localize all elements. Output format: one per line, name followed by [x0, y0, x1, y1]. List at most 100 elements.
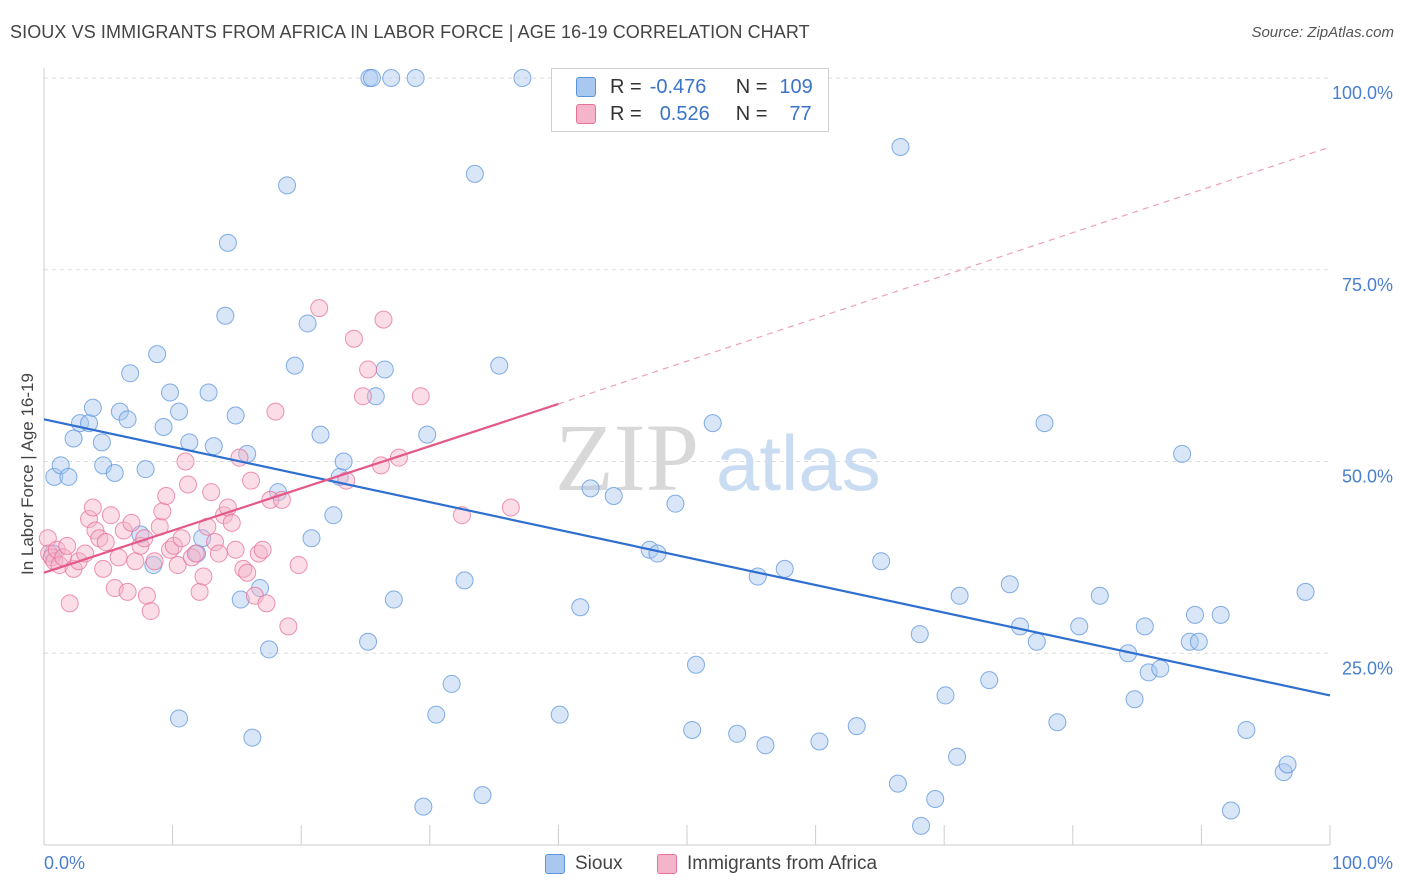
data-point: [571, 598, 590, 617]
data-point: [581, 479, 600, 498]
data-point: [209, 544, 228, 563]
data-point: [266, 402, 285, 421]
data-points: [38, 69, 1315, 835]
data-point: [1189, 632, 1208, 651]
data-point: [912, 816, 931, 835]
data-point: [728, 724, 747, 743]
data-point: [218, 233, 237, 252]
data-point: [501, 498, 520, 517]
data-point: [135, 529, 154, 548]
data-point: [168, 556, 187, 575]
y-tick-label: 75.0%: [1342, 275, 1393, 295]
data-point: [176, 452, 195, 471]
data-point: [242, 471, 261, 490]
data-point: [344, 329, 363, 348]
data-point: [231, 590, 250, 609]
data-point: [109, 548, 128, 567]
data-point: [226, 406, 245, 425]
data-point: [1027, 632, 1046, 651]
data-point: [279, 617, 298, 636]
r-label: R =: [610, 75, 642, 98]
data-point: [513, 69, 532, 87]
data-point: [980, 671, 999, 690]
data-point: [683, 720, 702, 739]
n-value: 77: [789, 102, 812, 125]
n-label: N =: [735, 75, 768, 98]
r-value: -0.476: [649, 75, 707, 98]
data-point: [1000, 575, 1019, 594]
data-point: [366, 387, 385, 406]
data-point: [1048, 713, 1067, 732]
data-point: [289, 556, 308, 575]
stats-swatch-africa: [576, 104, 596, 124]
data-point: [126, 552, 145, 571]
stats-swatch-sioux: [576, 77, 596, 97]
data-point: [442, 674, 461, 693]
data-point: [253, 540, 272, 559]
source-label: Source: ZipAtlas.com: [1251, 24, 1394, 41]
data-point: [302, 529, 321, 548]
data-point: [118, 582, 137, 601]
r-label: R =: [610, 102, 642, 125]
legend-label-africa: Immigrants from Africa: [687, 853, 878, 874]
r-value: 0.526: [659, 102, 710, 125]
data-point: [257, 594, 276, 613]
trend-line-africa: [43, 402, 559, 574]
data-point: [47, 540, 66, 559]
data-point: [298, 314, 317, 333]
data-point: [703, 414, 722, 433]
data-point: [204, 437, 223, 456]
y-tick-label: 100.0%: [1332, 83, 1393, 103]
data-point: [222, 513, 241, 532]
data-point: [950, 586, 969, 605]
x-tick-label: 0.0%: [44, 853, 85, 873]
data-point: [153, 502, 172, 521]
trend-line-africa-extension: [558, 146, 1331, 405]
data-point: [847, 717, 866, 736]
data-point: [285, 356, 304, 375]
legend-item-sioux[interactable]: Sioux: [545, 853, 623, 875]
legend: Sioux Immigrants from Africa: [0, 850, 1406, 880]
data-point: [687, 655, 706, 674]
data-point: [1070, 617, 1089, 636]
data-point: [105, 464, 124, 483]
data-point: [226, 540, 245, 559]
data-point: [362, 69, 381, 87]
data-point: [206, 533, 225, 552]
data-point: [926, 789, 945, 808]
data-point: [96, 533, 115, 552]
data-point: [891, 138, 910, 157]
data-point: [199, 383, 218, 402]
data-point: [80, 510, 99, 529]
data-point: [414, 797, 433, 816]
data-point: [550, 705, 569, 724]
stats-row-africa: R = 0.526 N = 77: [576, 101, 812, 127]
data-point: [83, 498, 102, 517]
data-point: [1139, 663, 1158, 682]
data-point: [94, 559, 113, 578]
data-point: [910, 625, 929, 644]
stats-row-sioux: R = -0.476 N = 109: [576, 74, 813, 100]
legend-item-africa[interactable]: Immigrants from Africa: [657, 853, 877, 875]
data-point: [1296, 582, 1315, 601]
tick-labels: 25.0% 50.0% 75.0% 100.0% 0.0% 100.0%: [44, 83, 1393, 873]
data-point: [648, 544, 667, 563]
data-point: [114, 521, 133, 540]
data-point: [810, 732, 829, 751]
data-point: [186, 544, 205, 563]
data-point: [92, 433, 111, 452]
data-point: [1125, 690, 1144, 709]
data-point: [1221, 801, 1240, 820]
data-point: [45, 467, 64, 486]
data-point: [1151, 659, 1170, 678]
chart-title: SIOUX VS IMMIGRANTS FROM AFRICA IN LABOR…: [10, 22, 810, 42]
x-tick-label: 100.0%: [1332, 853, 1393, 873]
data-point: [353, 387, 372, 406]
data-point: [936, 686, 955, 705]
data-point: [1237, 720, 1256, 739]
data-point: [122, 513, 141, 532]
trend-lines: [43, 146, 1331, 697]
watermark-atlas: atlas: [716, 419, 881, 507]
data-point: [310, 299, 329, 318]
legend-label-sioux: Sioux: [575, 853, 623, 874]
